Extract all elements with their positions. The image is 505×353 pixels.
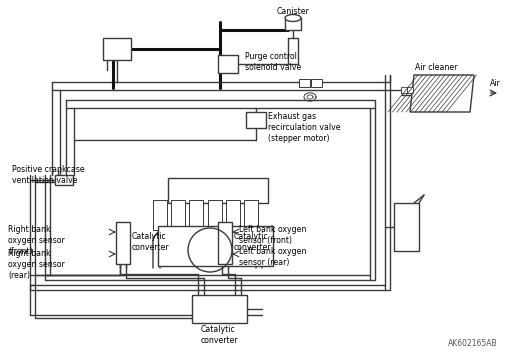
Bar — [218, 222, 232, 264]
Text: Right bank
oxygen sensor
(rear): Right bank oxygen sensor (rear) — [8, 249, 65, 280]
Bar — [244, 200, 258, 230]
Text: Air: Air — [490, 79, 501, 88]
Bar — [158, 226, 273, 266]
Bar — [192, 295, 247, 323]
Bar — [171, 200, 185, 230]
Text: Catalytic
converter: Catalytic converter — [132, 232, 170, 252]
Bar — [103, 38, 131, 60]
Text: Left bank oxygen
sensor (front): Left bank oxygen sensor (front) — [239, 225, 307, 245]
Text: Catalytic
converter: Catalytic converter — [234, 232, 272, 252]
Bar — [285, 18, 301, 30]
Text: AK602165AB: AK602165AB — [448, 339, 498, 348]
Text: Catalytic
converter: Catalytic converter — [200, 325, 238, 345]
Text: Left bank oxygen
sensor (rear): Left bank oxygen sensor (rear) — [239, 247, 307, 267]
Bar — [407, 87, 413, 93]
Bar — [208, 200, 222, 230]
Bar — [218, 55, 238, 73]
Bar — [311, 79, 322, 87]
Bar — [189, 200, 203, 230]
Text: Canister: Canister — [277, 7, 310, 16]
Polygon shape — [410, 75, 474, 112]
Bar — [153, 200, 167, 230]
Text: Right bank
oxygen sensor
(front): Right bank oxygen sensor (front) — [8, 225, 65, 256]
Text: Purge control
solenoid valve: Purge control solenoid valve — [245, 52, 301, 72]
Bar — [401, 87, 407, 93]
Ellipse shape — [285, 14, 301, 22]
Bar — [394, 203, 419, 251]
Text: Air cleaner: Air cleaner — [415, 63, 458, 72]
Bar — [246, 112, 266, 128]
Bar — [55, 175, 73, 185]
Bar — [299, 79, 310, 87]
Text: Positive crankcase
ventilation valve: Positive crankcase ventilation valve — [12, 165, 85, 185]
Bar — [116, 222, 130, 264]
Bar — [226, 200, 240, 230]
Bar — [168, 178, 268, 203]
Text: Exhaust gas
recirculation valve
(stepper motor): Exhaust gas recirculation valve (stepper… — [268, 112, 340, 143]
